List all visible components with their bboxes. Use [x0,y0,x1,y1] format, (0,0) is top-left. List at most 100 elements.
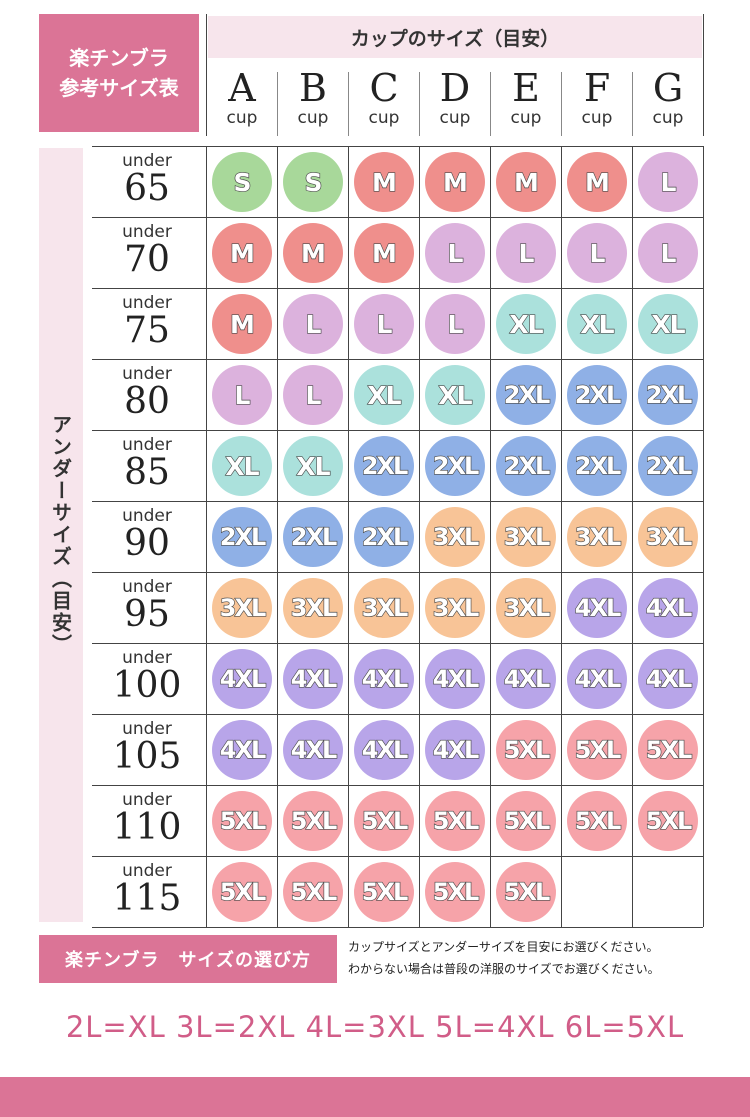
size-badge: M [354,223,414,283]
size-badge: 4XL [425,649,485,709]
size-badge: 5XL [638,720,698,780]
size-badge: 5XL [496,720,556,780]
grid-right-line [703,146,704,927]
size-badge: 2XL [354,507,414,567]
cup-separator-line [419,72,420,136]
size-badge: 2XL [496,436,556,496]
under-word: under [122,719,172,739]
cup-separator-line [277,72,278,136]
size-badge: L [567,223,627,283]
size-badge: 4XL [567,578,627,638]
under-size-header: アンダーサイズ（目安） [39,148,83,922]
cup-separator-line [348,72,349,136]
under-size-label-90: under 90 [92,507,202,563]
grid-row-line [92,501,703,502]
howto-text: カップサイズとアンダーサイズを目安にお選びください。 わからない場合は普段の洋服… [348,936,748,980]
under-number: 85 [124,452,170,493]
grid-row-line [92,146,703,147]
under-size-label-110: under 110 [92,791,202,847]
cup-letter: C [369,66,399,110]
size-badge: 5XL [496,791,556,851]
howto-line1: カップサイズとアンダーサイズを目安にお選びください。 [348,940,659,954]
under-word: under [122,506,172,526]
size-badge: 4XL [425,720,485,780]
size-badge: 4XL [354,720,414,780]
chart-title-box: 楽チンブラ 参考サイズ表 [39,14,199,132]
under-size-label-100: under 100 [92,649,202,705]
grid-col-line [348,146,349,927]
cup-word: cup [652,108,684,128]
size-badge: L [638,152,698,212]
size-badge: S [283,152,343,212]
size-badge: 2XL [638,365,698,425]
under-size-label-70: under 70 [92,223,202,279]
size-badge: M [283,223,343,283]
size-badge: M [212,223,272,283]
size-badge: L [425,223,485,283]
grid-col-line [277,146,278,927]
size-equivalence: 2L=XL 3L=2XL 4L=3XL 5L=4XL 6L=5XL [65,1010,685,1044]
under-word: under [122,151,172,171]
size-badge: 5XL [354,862,414,922]
cup-separator-line [561,72,562,136]
size-badge: 3XL [283,578,343,638]
under-number: 115 [112,878,182,919]
grid-row-line [92,785,703,786]
under-word: under [122,790,172,810]
size-badge: 3XL [638,507,698,567]
size-badge: 5XL [212,862,272,922]
size-badge: XL [283,436,343,496]
size-badge: 4XL [212,649,272,709]
size-badge: 5XL [567,791,627,851]
under-word: under [122,861,172,881]
howto-line2: わからない場合は普段の洋服のサイズでお選びください。 [348,962,660,976]
size-badge: L [283,365,343,425]
cup-letter: E [512,66,540,110]
size-badge: XL [425,365,485,425]
size-badge: XL [212,436,272,496]
cup-word: cup [297,108,329,128]
under-size-label-105: under 105 [92,720,202,776]
size-badge: 4XL [496,649,556,709]
under-number: 95 [124,594,170,635]
under-number: 90 [124,523,170,564]
size-badge: S [212,152,272,212]
size-badge: 4XL [567,649,627,709]
under-size-label-80: under 80 [92,365,202,421]
size-badge: 2XL [212,507,272,567]
size-badge: L [425,294,485,354]
size-badge: 4XL [354,649,414,709]
size-badge: L [496,223,556,283]
size-badge: L [354,294,414,354]
grid-left-line [206,146,207,927]
cup-letter: A [228,66,256,110]
size-badge: 4XL [638,649,698,709]
size-badge: L [638,223,698,283]
size-badge: L [283,294,343,354]
under-number: 105 [112,736,182,777]
size-badge: 3XL [354,578,414,638]
under-word: under [122,648,172,668]
cup-word: cup [510,108,542,128]
under-number: 70 [124,239,170,280]
grid-row-line [92,572,703,573]
cup-letter: G [652,66,684,110]
chart-title-line2: 参考サイズ表 [59,76,179,100]
size-badge: M [212,294,272,354]
under-word: under [122,222,172,242]
size-badge: 5XL [425,791,485,851]
size-badge: 3XL [567,507,627,567]
grid-row-line [92,856,703,857]
footer-bar [0,1077,750,1117]
grid-col-line [561,146,562,927]
size-badge: M [567,152,627,212]
cup-word: cup [226,108,258,128]
under-number: 75 [124,310,170,351]
size-badge: M [425,152,485,212]
